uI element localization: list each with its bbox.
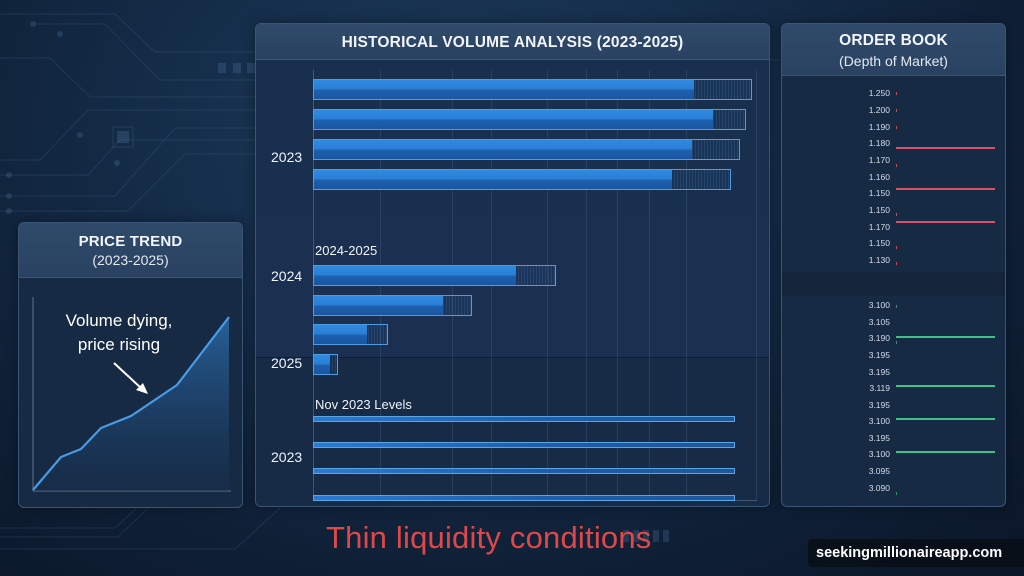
bid-price: 3.105	[868, 317, 890, 327]
volume-bar	[313, 324, 388, 345]
section-heading-2024-2025: 2024-2025	[315, 243, 378, 258]
price-trend-header: PRICE TREND (2023-2025)	[19, 223, 242, 278]
volume-level-bar	[313, 416, 735, 422]
y-label-2025: 2025	[271, 355, 303, 371]
bid-price: 3.090	[868, 483, 890, 493]
bid-tick	[896, 305, 897, 308]
ask-price: 1.250	[868, 88, 890, 98]
volume-bar	[313, 109, 746, 130]
bid-price: 3.190	[868, 333, 890, 343]
ask-price: 1.160	[868, 172, 890, 182]
watermark: seekingmillionaireapp.com	[808, 539, 1024, 567]
gridline	[586, 70, 587, 500]
bid-price: 3.195	[868, 433, 890, 443]
annotation-line-2: price rising	[77, 335, 161, 354]
volume-bar	[313, 169, 731, 190]
bid-depth-line	[896, 385, 995, 387]
volume-title: HISTORICAL VOLUME ANALYSIS (2023-2025)	[341, 34, 684, 51]
section-heading-nov-2023: Nov 2023 Levels	[315, 397, 412, 412]
volume-bar	[313, 79, 752, 100]
gridline	[649, 70, 650, 500]
volume-bar	[313, 265, 556, 286]
ask-tick	[896, 92, 897, 95]
y-label-2023-nov: 2023	[271, 449, 303, 465]
bid-price: 3.119	[869, 383, 890, 393]
gridline	[756, 70, 757, 500]
volume-level-bar	[313, 442, 735, 448]
ask-price: 1.150	[868, 238, 890, 248]
arrow-icon	[113, 362, 148, 394]
price-trend-title: PRICE TREND	[78, 233, 183, 250]
bid-depth-line	[896, 451, 995, 453]
bid-tick	[896, 341, 897, 344]
bid-price: 3.100	[868, 416, 890, 426]
price-line	[32, 316, 230, 491]
y-label-2024: 2024	[271, 268, 303, 284]
volume-analysis-panel: HISTORICAL VOLUME ANALYSIS (2023-2025) 2…	[255, 23, 770, 507]
ask-depth-line	[896, 221, 995, 223]
headline-thin-liquidity: Thin liquidity conditions	[326, 520, 652, 555]
volume-bar	[313, 295, 472, 316]
ask-tick	[896, 109, 897, 112]
price-trend-subtitle: (2023-2025)	[92, 252, 169, 268]
volume-level-bar	[313, 495, 735, 501]
volume-level-bar	[313, 468, 735, 474]
volume-header: HISTORICAL VOLUME ANALYSIS (2023-2025)	[256, 24, 769, 60]
order-book-panel: ORDER BOOK (Depth of Market) 1.250 1.200…	[781, 23, 1006, 507]
bid-price: 3.195	[868, 367, 890, 377]
ask-price: 1.180	[868, 138, 890, 148]
bid-depth-line	[896, 418, 995, 420]
bid-price: 3.100	[868, 449, 890, 459]
price-annotation: Volume dying, price rising	[39, 309, 199, 357]
ask-price: 1.130	[868, 255, 890, 265]
ask-tick	[896, 262, 897, 265]
section-nov2023-bg	[256, 358, 769, 506]
section-divider	[256, 357, 769, 358]
ask-price: 1.150	[868, 205, 890, 215]
ask-price: 1.170	[868, 222, 890, 232]
ask-price: 1.150	[868, 188, 890, 198]
bid-price: 3.195	[868, 400, 890, 410]
bid-price: 3.095	[868, 466, 890, 476]
ask-price: 1.170	[868, 155, 890, 165]
ask-price: 1.200	[868, 105, 890, 115]
order-book-header: ORDER BOOK (Depth of Market)	[782, 24, 1005, 76]
volume-bar	[313, 354, 338, 375]
ask-tick	[896, 213, 897, 216]
ask-tick	[896, 164, 897, 167]
bid-price: 3.195	[868, 350, 890, 360]
gridline	[686, 70, 687, 500]
ask-depth-line	[896, 147, 995, 149]
gridline	[617, 70, 618, 500]
bid-price: 3.100	[868, 300, 890, 310]
order-book-subtitle: (Depth of Market)	[839, 53, 948, 69]
price-area	[33, 317, 229, 491]
bid-tick	[896, 492, 897, 495]
order-book-spread-divider	[782, 272, 1005, 296]
ask-tick	[896, 126, 897, 129]
volume-bar	[313, 139, 740, 160]
ask-tick	[896, 246, 897, 249]
price-trend-panel: PRICE TREND (2023-2025) Volume dying, pr…	[18, 222, 243, 508]
bid-depth-line	[896, 336, 995, 338]
ask-price: 1.190	[868, 122, 890, 132]
order-book-title: ORDER BOOK	[839, 32, 948, 49]
ask-depth-line	[896, 188, 995, 190]
price-line-chart	[32, 297, 231, 492]
y-label-2023: 2023	[271, 149, 303, 165]
volume-chart-area: 2023 2024-2025 2024 2025 Nov 2023 Levels…	[256, 60, 769, 506]
annotation-line-1: Volume dying,	[65, 311, 173, 330]
